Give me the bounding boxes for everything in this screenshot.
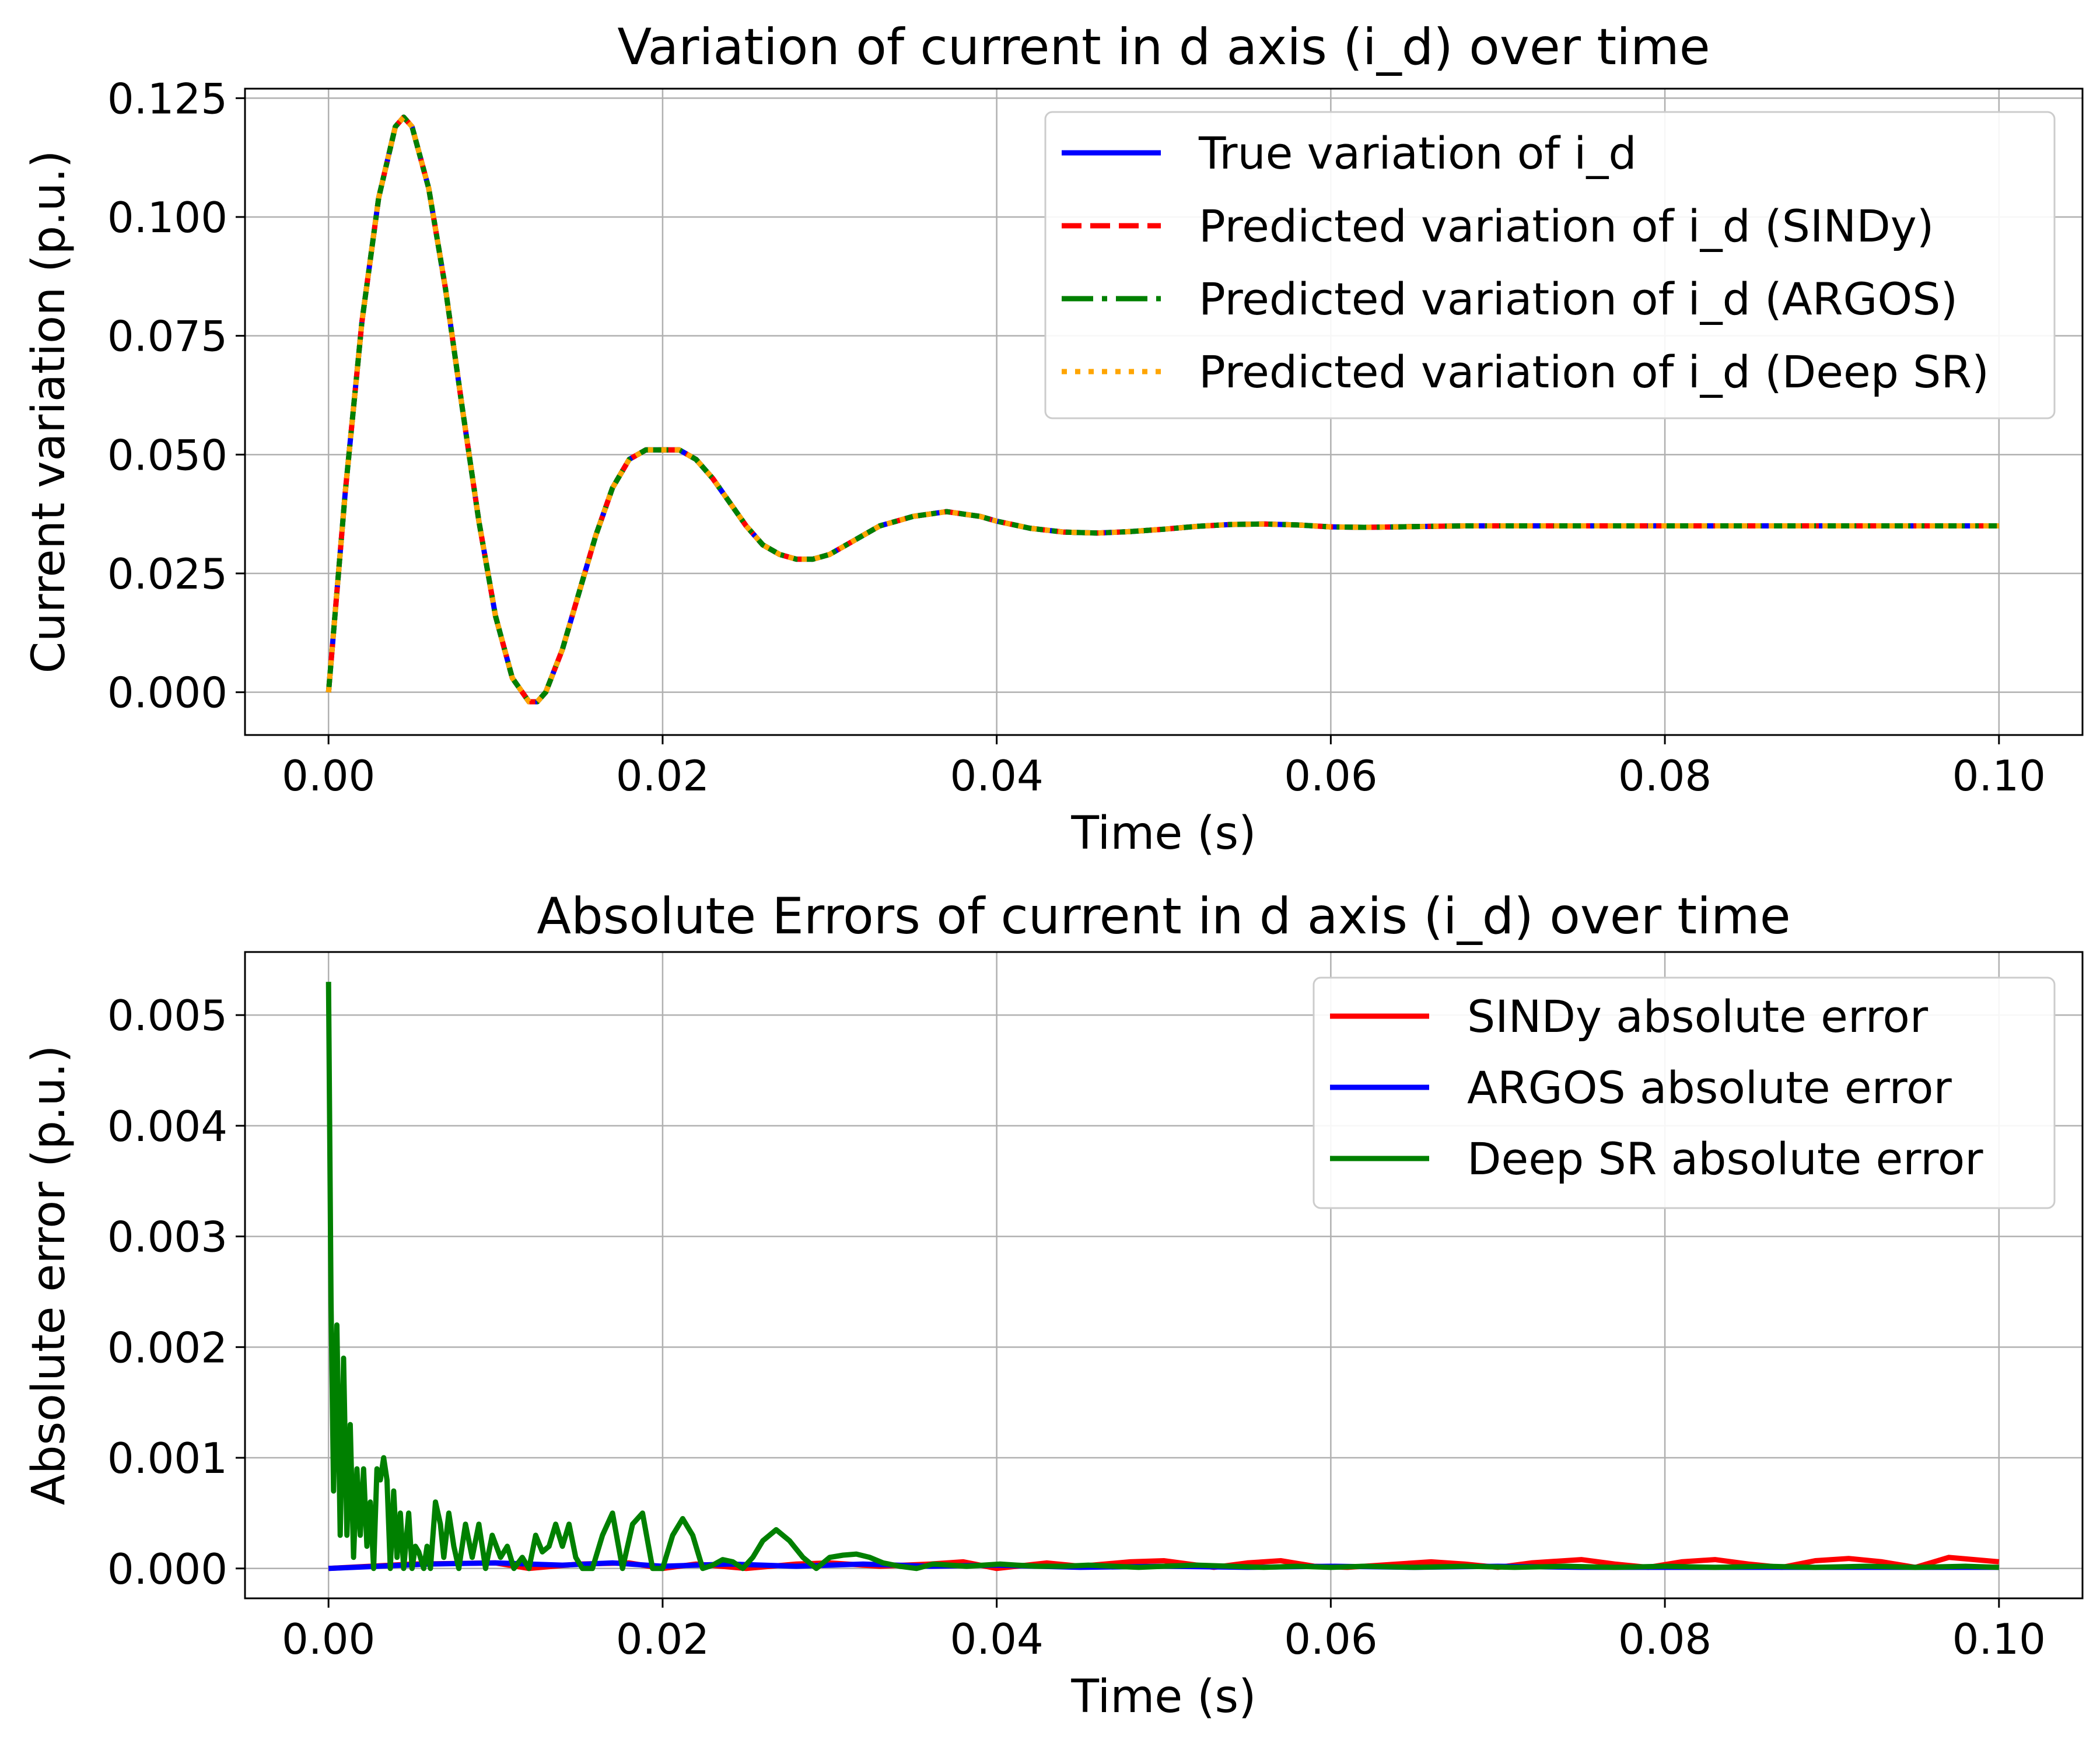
series-line-2 <box>326 114 1999 705</box>
legend: True variation of i_d Predicted variatio… <box>1044 111 2056 419</box>
x-tick-label: 0.10 <box>1952 751 2046 800</box>
y-tick-label: 0.050 <box>107 430 228 480</box>
series-group <box>326 114 1999 705</box>
tick-labels: 0.00 0.02 0.04 0.06 0.08 0.10 0.000 0.001 0.002 0… <box>107 991 2046 1664</box>
y-tick-label: 0.005 <box>107 991 228 1040</box>
x-tick-label: 0.02 <box>616 751 709 800</box>
chart-absolute-errors: 0.00 0.02 0.04 0.06 0.08 0.10 0.000 0.001 0.002 0… <box>23 887 2084 1723</box>
legend: SINDy absolute error ARGOS absolute erro… <box>1312 977 2056 1209</box>
x-tick-label: 0.08 <box>1618 751 1712 800</box>
legend-label-deepsr: Predicted variation of i_d (Deep SR) <box>1199 346 1989 398</box>
y-tick-label: 0.075 <box>107 312 228 361</box>
y-tick-label: 0.000 <box>107 668 228 718</box>
x-tick-label: 0.08 <box>1618 1615 1712 1664</box>
plot-frame <box>244 951 2084 1600</box>
legend-label-true: True variation of i_d <box>1198 127 1637 179</box>
legend-label-argos: ARGOS absolute error <box>1467 1062 1952 1114</box>
x-axis-label: Time (s) <box>1070 1671 1256 1723</box>
y-tick-label: 0.025 <box>107 550 228 598</box>
chart-title: Absolute Errors of current in d axis (i_… <box>537 887 1790 946</box>
x-tick-label: 0.10 <box>1952 1615 2046 1664</box>
y-tick-label: 0.100 <box>107 193 228 242</box>
y-tick-label: 0.125 <box>107 74 228 123</box>
y-axis-label: Current variation (p.u.) <box>23 150 75 674</box>
x-tick-label: 0.00 <box>282 751 375 800</box>
plot-frame <box>244 88 2084 736</box>
y-tick-label: 0.003 <box>107 1213 228 1262</box>
series-line-2 <box>326 982 1999 1572</box>
x-tick-label: 0.04 <box>950 1615 1043 1664</box>
y-tick-label: 0.001 <box>107 1434 228 1483</box>
legend-frame <box>1312 977 2056 1209</box>
x-tick-label: 0.06 <box>1284 1615 1377 1664</box>
series-group <box>326 982 2000 1572</box>
x-axis-label: Time (s) <box>1070 807 1256 860</box>
y-tick-label: 0.004 <box>107 1102 228 1151</box>
tick-labels: 0.00 0.02 0.04 0.06 0.08 0.10 0.000 0.025 0.050 0… <box>107 74 2046 800</box>
legend-label-argos: Predicted variation of i_d (ARGOS) <box>1199 273 1958 325</box>
legend-label-sindy: Predicted variation of i_d (SINDy) <box>1199 200 1934 252</box>
x-tick-label: 0.04 <box>950 751 1043 800</box>
legend-label-deepsr: Deep SR absolute error <box>1467 1133 1983 1185</box>
x-tick-label: 0.02 <box>616 1615 709 1664</box>
legend-label-sindy: SINDy absolute error <box>1467 991 1929 1042</box>
y-tick-label: 0.000 <box>107 1545 228 1594</box>
y-axis-label: Absolute error (p.u.) <box>23 1045 75 1506</box>
x-tick-label: 0.06 <box>1284 751 1377 800</box>
legend-frame <box>1044 111 2056 419</box>
chart-title: Variation of current in d axis (i_d) ove… <box>617 18 1710 76</box>
y-tick-label: 0.002 <box>107 1323 228 1372</box>
chart-current-variation: 0.00 0.02 0.04 0.06 0.08 0.10 0.000 0.025 0.050 0… <box>23 18 2084 860</box>
x-tick-label: 0.00 <box>282 1615 375 1664</box>
